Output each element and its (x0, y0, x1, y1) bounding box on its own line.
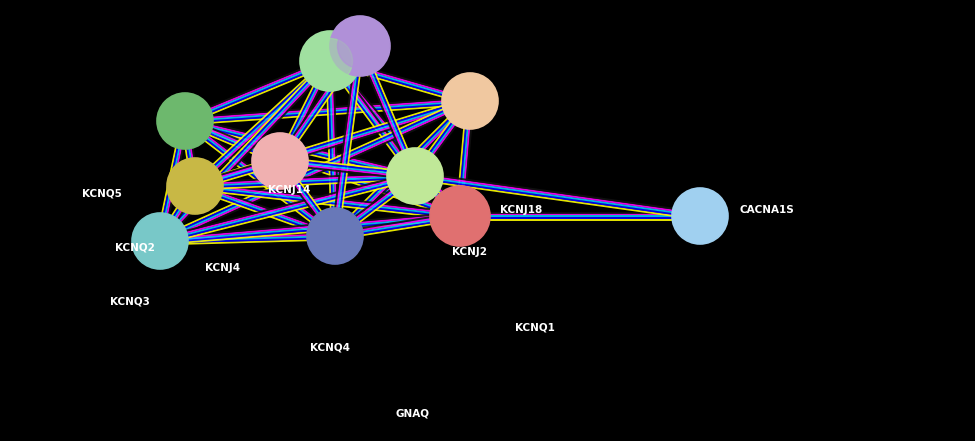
Circle shape (679, 195, 721, 237)
Text: KCNJ4: KCNJ4 (205, 263, 240, 273)
Circle shape (174, 165, 216, 207)
Circle shape (672, 188, 728, 244)
Circle shape (394, 155, 436, 197)
Circle shape (387, 148, 443, 204)
Text: KCNJ14: KCNJ14 (267, 185, 310, 195)
Text: CACNA1S: CACNA1S (740, 205, 795, 215)
Circle shape (337, 23, 382, 68)
Circle shape (438, 194, 483, 239)
Circle shape (252, 133, 308, 189)
Circle shape (330, 16, 390, 76)
Circle shape (300, 31, 360, 91)
Text: KCNQ2: KCNQ2 (115, 243, 155, 253)
Circle shape (132, 213, 188, 269)
Circle shape (167, 158, 223, 214)
Circle shape (259, 140, 301, 182)
Circle shape (430, 186, 490, 246)
Circle shape (139, 220, 181, 262)
Circle shape (157, 93, 213, 149)
Circle shape (442, 73, 498, 129)
Circle shape (164, 100, 206, 142)
Circle shape (314, 215, 356, 257)
Text: KCNQ1: KCNQ1 (515, 323, 555, 333)
Text: KCNJ2: KCNJ2 (452, 247, 487, 257)
Text: KCNQ5: KCNQ5 (82, 188, 122, 198)
Text: KCNQ4: KCNQ4 (310, 342, 350, 352)
Circle shape (307, 38, 353, 83)
Circle shape (307, 208, 363, 264)
Text: KCNJ18: KCNJ18 (500, 205, 542, 215)
Text: GNAQ: GNAQ (395, 408, 429, 418)
Circle shape (449, 80, 491, 122)
Text: KCNQ3: KCNQ3 (110, 297, 150, 307)
